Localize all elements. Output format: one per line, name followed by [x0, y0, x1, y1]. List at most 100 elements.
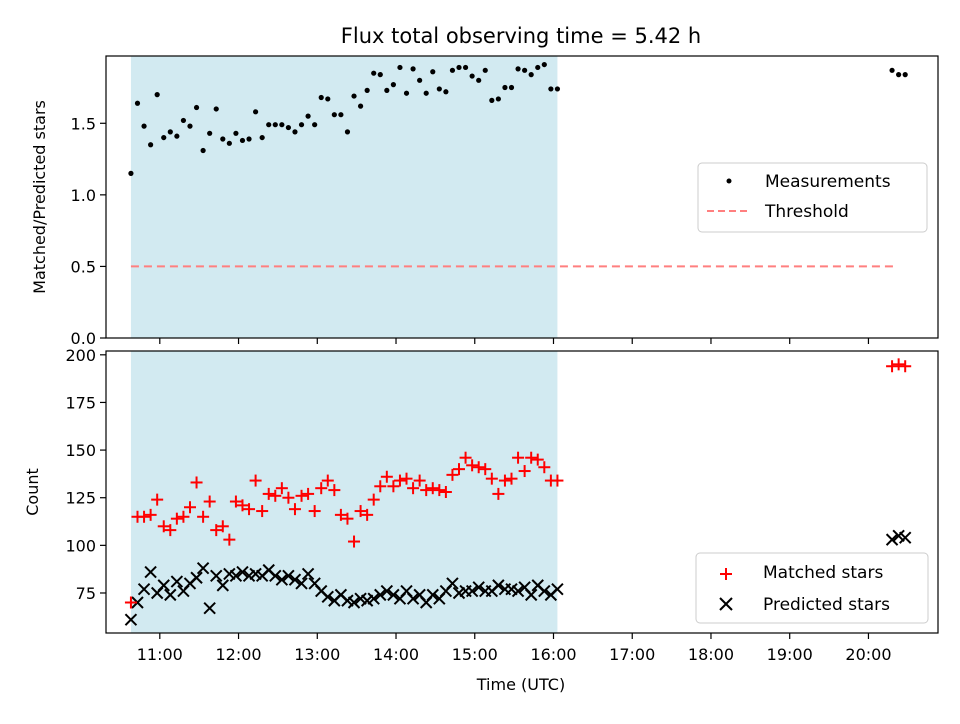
measurement-point — [279, 122, 285, 128]
predicted-stars-point — [321, 590, 334, 604]
measurement-point — [312, 122, 318, 128]
matched-stars-point — [525, 451, 538, 464]
measurement-point — [253, 109, 259, 115]
measurement-point — [318, 94, 324, 101]
matched-stars-point — [243, 503, 256, 516]
predicted-stars-point — [301, 567, 315, 581]
predicted-stars-point — [157, 579, 170, 592]
measurement-point — [896, 72, 902, 78]
legend-matched-marker — [720, 568, 732, 580]
matched-stars-point — [236, 499, 249, 512]
predicted-stars-point — [367, 592, 380, 605]
ratio-panel: 0.0 0.5 1.0 1.5 Matched/Predicted stars Mea… — [30, 55, 939, 348]
x-tick-label: 16:00 — [530, 645, 576, 664]
predicted-stars-point — [492, 579, 505, 592]
matched-stars-point — [262, 487, 275, 500]
measurement-point — [489, 97, 495, 103]
matched-stars-point — [216, 520, 229, 533]
measurement-point — [154, 92, 160, 98]
matched-stars-point — [144, 508, 157, 521]
measurement-point — [285, 124, 292, 131]
matched-stars-point — [361, 508, 374, 521]
measurement-point — [305, 113, 311, 119]
predicted-stars-point — [269, 569, 282, 583]
measurement-point — [161, 134, 167, 141]
measurement-point — [541, 61, 547, 68]
matched-stars-point — [348, 535, 361, 548]
predicted-stars-point — [426, 588, 439, 602]
matched-stars-point — [302, 487, 315, 500]
predicted-stars-point — [898, 531, 912, 544]
matched-stars-point — [413, 474, 426, 487]
ratio-legend: Measurements Threshold — [697, 162, 928, 233]
matched-stars-point — [518, 465, 531, 478]
matched-stars-point — [170, 512, 183, 525]
matched-stars-point — [886, 360, 899, 373]
x-tick-label: 20:00 — [845, 645, 891, 664]
matched-stars-point — [446, 468, 459, 481]
predicted-stars-point — [203, 602, 216, 615]
ratio-axes-frame — [105, 55, 939, 339]
matched-stars-point — [334, 508, 347, 521]
predicted-stars-point — [551, 582, 564, 596]
measurement-point — [397, 64, 403, 71]
measurement-point — [482, 67, 488, 73]
measurement-point — [128, 170, 134, 176]
x-tick-label: 19:00 — [767, 645, 813, 664]
matched-stars-point — [374, 480, 387, 493]
matched-stars-point — [439, 486, 452, 498]
matched-stars-point — [367, 493, 380, 506]
predicted-stars-point — [465, 584, 479, 598]
count-axes-frame — [105, 350, 939, 634]
measurement-point — [292, 129, 298, 135]
measurement-point — [180, 117, 187, 124]
measurement-point — [193, 104, 200, 111]
predicted-stars-point — [137, 582, 151, 596]
matched-stars-point — [229, 495, 242, 508]
x-tick-label: 18:00 — [688, 645, 734, 664]
matched-stars-point — [183, 501, 196, 514]
matched-stars-point — [387, 480, 400, 493]
matched-stars-point — [151, 493, 164, 506]
measurement-point — [377, 72, 383, 78]
measurement-point — [148, 142, 154, 148]
measurement-point — [272, 122, 278, 128]
measurement-point — [371, 70, 377, 76]
measurement-point — [357, 103, 364, 109]
measurement-point — [338, 112, 344, 118]
matched-stars-point — [249, 474, 262, 487]
measurement-point — [554, 86, 561, 92]
predicted-stars-point — [124, 613, 138, 626]
predicted-stars-point — [282, 569, 295, 583]
x-tick-label: 13:00 — [294, 645, 340, 664]
predicted-stars-point — [164, 588, 177, 602]
predicted-stars-point — [538, 584, 551, 598]
matched-stars-point — [459, 451, 472, 464]
matched-stars-point — [308, 505, 321, 518]
matched-stars-point — [328, 484, 341, 497]
measurement-point — [207, 130, 213, 136]
predicted-stars-point — [380, 584, 394, 598]
matched-stars-point — [190, 476, 203, 489]
ratio-y-axis-label: Matched/Predicted stars — [30, 100, 49, 294]
legend-measurements-marker — [726, 178, 732, 184]
measurement-point — [443, 89, 449, 95]
matched-stars-point — [288, 503, 301, 516]
count-legend: Matched stars Predicted stars — [695, 552, 929, 624]
matched-stars-point — [453, 463, 466, 476]
ratio-y-tick-label: 0.5 — [71, 257, 96, 276]
matched-stars-point — [479, 463, 492, 476]
matched-stars-point — [380, 470, 393, 483]
predicted-stars-point — [196, 562, 210, 575]
legend-matched-label: Matched stars — [763, 563, 883, 583]
predicted-stars-point — [347, 596, 361, 609]
measurement-point — [403, 90, 410, 96]
measurement-point — [495, 96, 501, 102]
measurement-point — [233, 130, 239, 136]
matched-stars-point — [157, 520, 170, 533]
measurement-point — [364, 87, 370, 93]
measurement-point — [390, 82, 396, 88]
measurement-point — [436, 86, 442, 92]
measurement-point — [331, 112, 337, 118]
